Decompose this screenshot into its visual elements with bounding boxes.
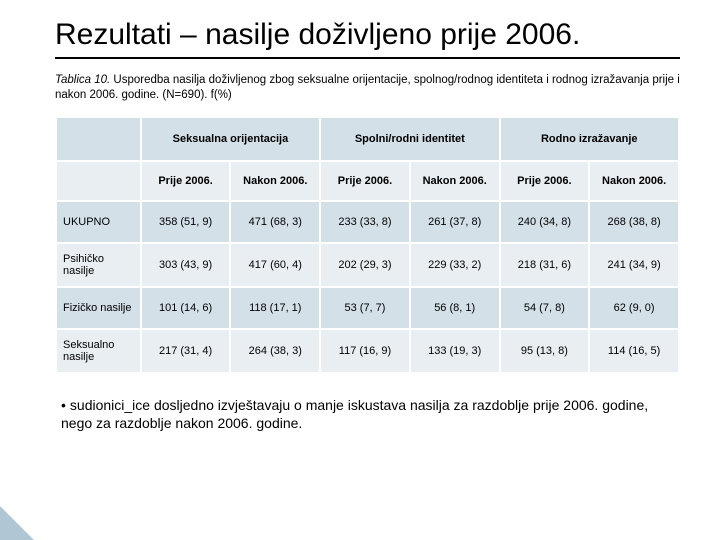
table-row: Psihičko nasilje 303 (43, 9) 417 (60, 4)…	[56, 243, 679, 287]
table-cell: 202 (29, 3)	[320, 243, 410, 287]
table-cell: 218 (31, 6)	[500, 243, 590, 287]
table-cell: 54 (7, 8)	[500, 287, 590, 329]
table-sub-header: Prije 2006. Nakon 2006. Prije 2006. Nako…	[56, 161, 679, 201]
table-cell: 261 (37, 8)	[410, 201, 500, 243]
header-sub: Prije 2006.	[500, 161, 590, 201]
table-cell: 117 (16, 9)	[320, 329, 410, 373]
header-group: Seksualna orijentacija	[141, 117, 320, 161]
table-row: UKUPNO 358 (51, 9) 471 (68, 3) 233 (33, …	[56, 201, 679, 243]
table-cell: 114 (16, 5)	[589, 329, 679, 373]
row-label: Psihičko nasilje	[56, 243, 141, 287]
table-cell: 303 (43, 9)	[141, 243, 231, 287]
header-group: Spolni/rodni identitet	[320, 117, 499, 161]
header-sub: Nakon 2006.	[230, 161, 320, 201]
row-label: UKUPNO	[56, 201, 141, 243]
caption-label: Tablica 10.	[55, 74, 110, 86]
header-sub: Nakon 2006.	[589, 161, 679, 201]
table-cell: 229 (33, 2)	[410, 243, 500, 287]
bullet-note: •sudionici_ice dosljedno izvještavaju o …	[55, 396, 680, 434]
table-cell: 217 (31, 4)	[141, 329, 231, 373]
table-cell: 241 (34, 9)	[589, 243, 679, 287]
table-caption: Tablica 10. Usporedba nasilja doživljeno…	[55, 73, 680, 104]
table-cell: 417 (60, 4)	[230, 243, 320, 287]
table-cell: 471 (68, 3)	[230, 201, 320, 243]
row-label: Seksualno nasilje	[56, 329, 141, 373]
table-group-header: Seksualna orijentacija Spolni/rodni iden…	[56, 117, 679, 161]
corner-decoration	[0, 506, 34, 540]
caption-text: Usporedba nasilja doživljenog zbog seksu…	[55, 74, 680, 102]
results-table: Seksualna orijentacija Spolni/rodni iden…	[55, 116, 680, 374]
header-group: Rodno izražavanje	[500, 117, 679, 161]
header-sub: Prije 2006.	[320, 161, 410, 201]
row-label: Fizičko nasilje	[56, 287, 141, 329]
bullet-text: sudionici_ice dosljedno izvještavaju o m…	[61, 397, 648, 432]
table-row: Seksualno nasilje 217 (31, 4) 264 (38, 3…	[56, 329, 679, 373]
table-cell: 53 (7, 7)	[320, 287, 410, 329]
header-blank	[56, 161, 141, 201]
table-cell: 264 (38, 3)	[230, 329, 320, 373]
table-cell: 358 (51, 9)	[141, 201, 231, 243]
table-cell: 95 (13, 8)	[500, 329, 590, 373]
header-blank	[56, 117, 141, 161]
page-title: Rezultati – nasilje doživljeno prije 200…	[55, 18, 680, 59]
header-sub: Nakon 2006.	[410, 161, 500, 201]
table-cell: 56 (8, 1)	[410, 287, 500, 329]
table-cell: 268 (38, 8)	[589, 201, 679, 243]
table-cell: 118 (17, 1)	[230, 287, 320, 329]
bullet-dot: •	[61, 397, 70, 413]
table-cell: 62 (9, 0)	[589, 287, 679, 329]
table-cell: 101 (14, 6)	[141, 287, 231, 329]
table-cell: 233 (33, 8)	[320, 201, 410, 243]
table-cell: 133 (19, 3)	[410, 329, 500, 373]
table-cell: 240 (34, 8)	[500, 201, 590, 243]
table-row: Fizičko nasilje 101 (14, 6) 118 (17, 1) …	[56, 287, 679, 329]
header-sub: Prije 2006.	[141, 161, 231, 201]
